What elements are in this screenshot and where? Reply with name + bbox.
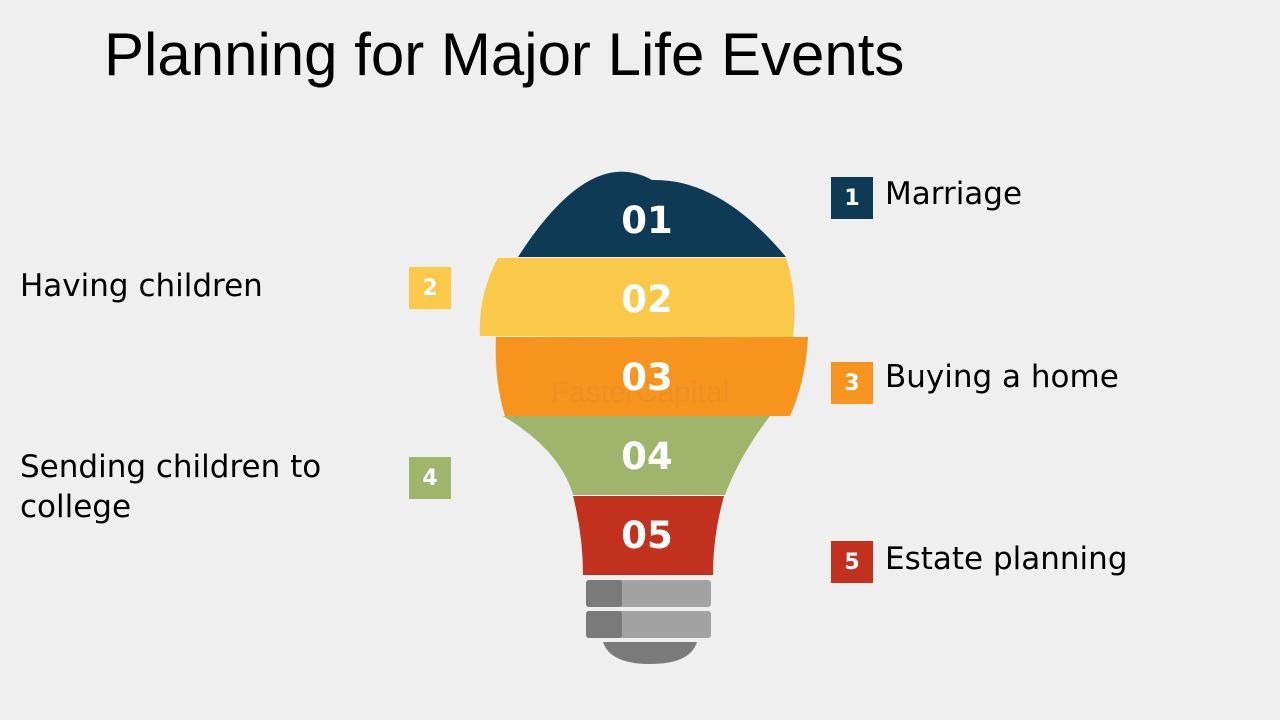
- badge-4: 4: [409, 457, 451, 499]
- badge-3: 3: [831, 362, 873, 404]
- page-title: Planning for Major Life Events: [104, 21, 905, 88]
- badge-2: 2: [409, 267, 451, 309]
- bulb-segment-02: [479, 258, 795, 337]
- segment-label-01: 01: [621, 199, 673, 242]
- segment-label-02: 02: [621, 278, 673, 321]
- segment-label-04: 04: [621, 435, 673, 478]
- badge-1: 1: [831, 177, 873, 219]
- item-label-having-children: Having children: [20, 268, 263, 304]
- segment-label-05: 05: [621, 514, 673, 557]
- item-label-sending-children-to-college: Sending children to college: [20, 449, 322, 525]
- bulb-base-cap: [603, 642, 697, 664]
- item-label-marriage: Marriage: [885, 176, 1023, 212]
- item-label-buying-a-home: Buying a home: [885, 359, 1119, 395]
- bulb-segment-05: [573, 496, 724, 575]
- bulb-segment-01: [518, 171, 786, 257]
- badge-5: 5: [831, 541, 873, 583]
- segment-label-03: 03: [621, 356, 673, 399]
- bulb-segment-03: [495, 337, 808, 416]
- bulb-segment-04: [503, 416, 770, 495]
- watermark-logo: FasterCapital: [551, 376, 729, 409]
- item-label-estate-planning: Estate planning: [885, 541, 1128, 577]
